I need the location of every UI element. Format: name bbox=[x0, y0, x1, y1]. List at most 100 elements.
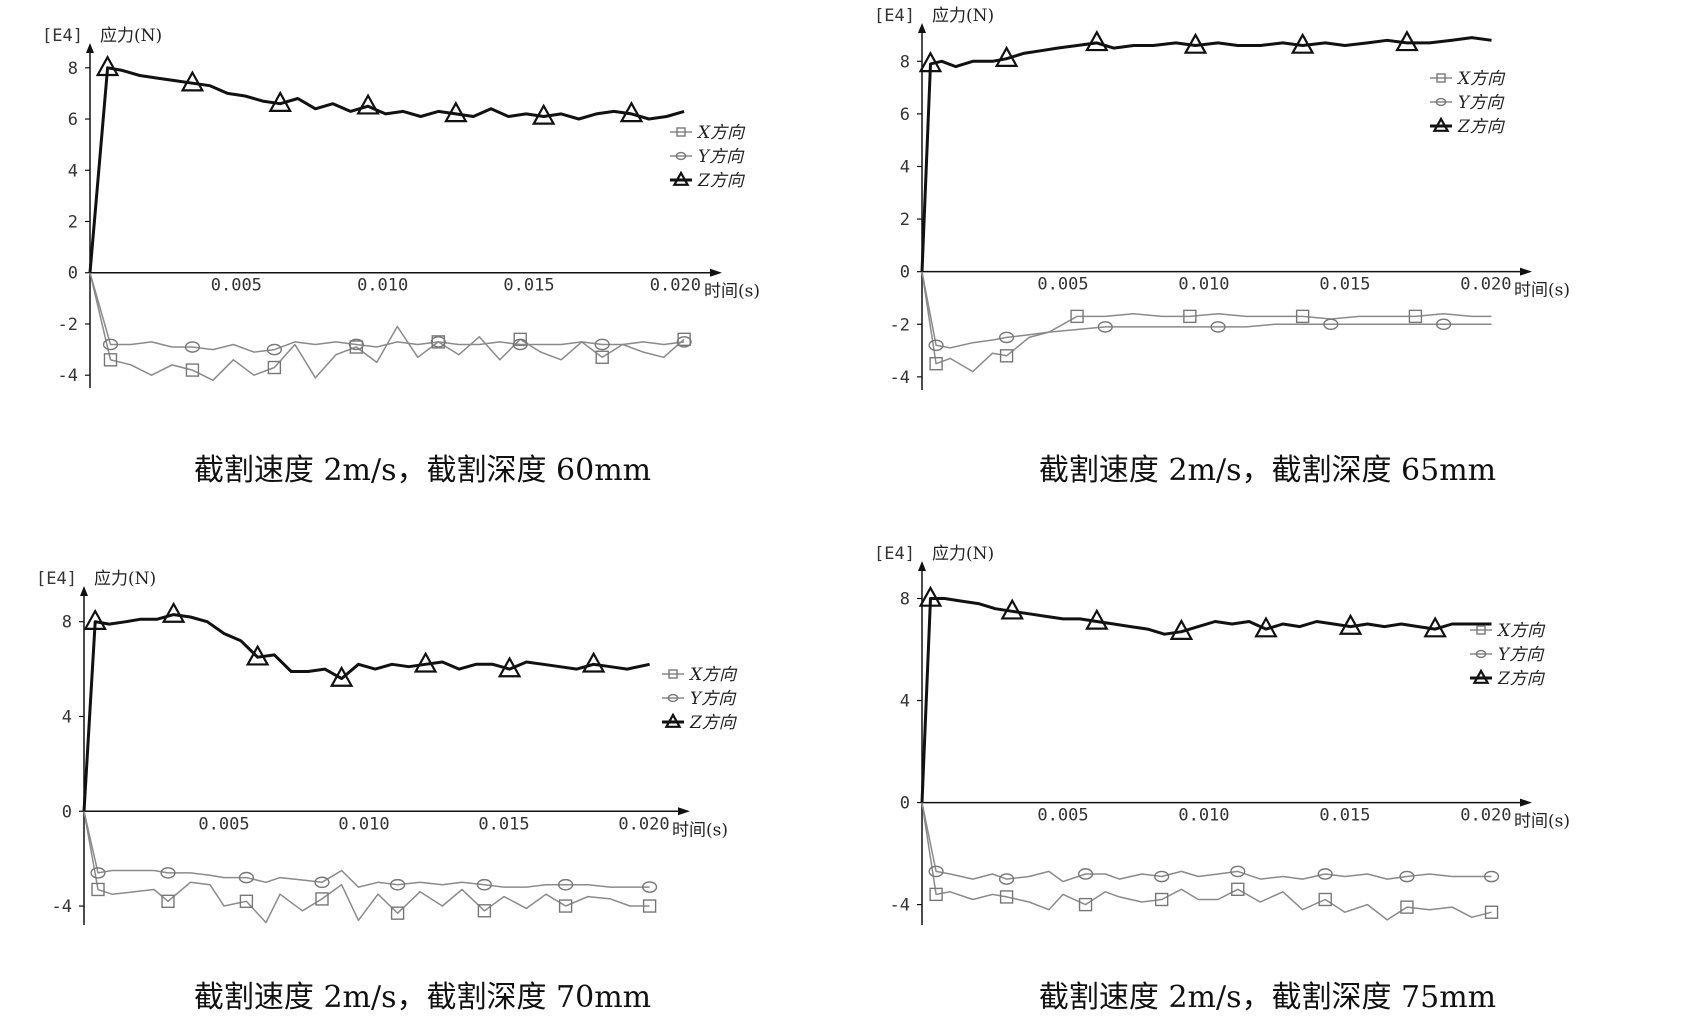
data-point-square bbox=[1154, 892, 1169, 907]
data-point-square bbox=[999, 890, 1014, 904]
legend-marker-circle bbox=[1435, 97, 1447, 107]
data-point-square bbox=[1484, 905, 1499, 919]
x-axis-arrow bbox=[1520, 798, 1532, 807]
legend-marker-circle bbox=[667, 693, 679, 703]
data-point-circle bbox=[557, 878, 574, 891]
series-line-circle bbox=[921, 271, 1492, 349]
x-tick-label: 0.010 bbox=[1178, 806, 1229, 826]
y-tick-label: 0 bbox=[900, 794, 910, 814]
data-point-circle bbox=[1097, 321, 1113, 333]
data-point-square bbox=[999, 349, 1014, 363]
y-tick-label: 0 bbox=[68, 264, 78, 284]
y-tick-label: 0 bbox=[62, 802, 72, 822]
scale-label: [E4] bbox=[874, 544, 915, 564]
data-point-circle bbox=[998, 873, 1015, 885]
panel-caption-3: 截割速度 2m/s，截割深度 70mm bbox=[193, 980, 652, 1015]
y-tick-label: -4 bbox=[890, 368, 910, 388]
x-tick-label: 0.010 bbox=[357, 276, 408, 296]
data-point-square bbox=[267, 360, 282, 375]
y-axis-arrow bbox=[80, 586, 88, 596]
data-point-circle bbox=[90, 867, 106, 879]
data-point-square bbox=[185, 363, 200, 377]
data-point-triangle bbox=[581, 651, 606, 673]
legend-marker-square bbox=[1436, 73, 1446, 83]
data-point-triangle bbox=[1254, 616, 1278, 638]
y-tick-label: 6 bbox=[68, 110, 78, 130]
data-point-square bbox=[558, 899, 573, 913]
y-tick-label: -4 bbox=[58, 366, 78, 386]
legend-label-3: Z方向 bbox=[697, 171, 746, 191]
data-point-circle bbox=[928, 339, 944, 352]
data-point-circle bbox=[1436, 318, 1452, 331]
data-point-square bbox=[1183, 309, 1197, 324]
data-point-square bbox=[315, 892, 329, 906]
data-point-triangle bbox=[994, 45, 1019, 67]
data-point-square bbox=[1318, 892, 1332, 907]
series-line-triangle bbox=[88, 66, 685, 273]
data-point-triangle bbox=[83, 608, 107, 630]
data-point-square bbox=[1078, 897, 1093, 912]
data-point-circle bbox=[102, 338, 119, 351]
data-point-circle bbox=[238, 871, 255, 884]
data-point-triangle bbox=[918, 585, 943, 607]
data-point-triangle bbox=[1183, 32, 1208, 54]
data-point-square bbox=[513, 332, 527, 347]
data-point-circle bbox=[594, 338, 610, 351]
x-tick-label: 0.020 bbox=[650, 276, 701, 296]
y-tick-label: 8 bbox=[900, 52, 910, 72]
y-tick-label: -4 bbox=[890, 896, 910, 916]
data-point-square bbox=[390, 906, 405, 920]
y-tick-label: -2 bbox=[58, 315, 78, 335]
x-axis-label: 时间(s) bbox=[704, 282, 760, 302]
x-axis-label: 时间(s) bbox=[1514, 812, 1570, 832]
legend-label-3: Z方向 bbox=[1457, 117, 1506, 137]
data-point-triangle bbox=[1395, 30, 1419, 52]
x-tick-label: 0.015 bbox=[1319, 275, 1370, 295]
y-tick-label: 8 bbox=[900, 590, 910, 610]
chart-panel-3: [E4] 应力(N) 时间(s) -4 0 4 8 0.005 0.010 0.015 0.020 X… bbox=[36, 569, 738, 925]
data-point-triangle bbox=[268, 90, 293, 112]
panel-caption-2: 截割速度 2m/s，截割深度 65mm bbox=[1038, 453, 1497, 488]
y-axis-label: 应力(N) bbox=[932, 6, 994, 26]
data-point-circle bbox=[314, 876, 330, 889]
y-tick-label: 4 bbox=[68, 161, 78, 181]
panel-caption-4: 截割速度 2m/s，截割深度 75mm bbox=[1038, 980, 1497, 1015]
data-point-triangle bbox=[531, 103, 556, 125]
data-point-square bbox=[595, 350, 609, 364]
data-point-triangle bbox=[1000, 598, 1024, 620]
x-tick-label: 0.005 bbox=[1037, 806, 1088, 826]
y-tick-label: 6 bbox=[900, 105, 910, 125]
data-point-square bbox=[91, 882, 105, 897]
x-tick-label: 0.005 bbox=[1037, 275, 1088, 295]
panel-caption-1: 截割速度 2m/s，截割深度 60mm bbox=[193, 453, 652, 488]
legend-label-2: Y方向 bbox=[698, 147, 745, 167]
legend-marker-triangle bbox=[664, 712, 682, 728]
legend-marker-square bbox=[668, 669, 678, 679]
data-point-triangle bbox=[356, 93, 380, 115]
data-point-circle bbox=[1210, 321, 1226, 333]
legend-label-2: Y方向 bbox=[1498, 645, 1545, 665]
x-tick-label: 0.010 bbox=[338, 814, 389, 834]
data-point-square bbox=[239, 894, 254, 909]
data-point-triangle bbox=[1423, 616, 1447, 638]
legend-label-2: Y方向 bbox=[690, 689, 737, 709]
data-point-square bbox=[477, 904, 492, 918]
data-point-square bbox=[1408, 309, 1423, 324]
series-line-square bbox=[83, 811, 650, 924]
x-tick-label: 0.010 bbox=[1178, 275, 1229, 295]
data-point-square bbox=[929, 887, 943, 902]
data-point-circle bbox=[430, 336, 446, 348]
data-point-square bbox=[1295, 309, 1310, 324]
series-line-square bbox=[921, 271, 1492, 373]
data-point-triangle bbox=[413, 651, 438, 673]
data-point-triangle bbox=[329, 665, 354, 687]
data-point-circle bbox=[266, 343, 282, 356]
x-tick-label: 0.015 bbox=[503, 276, 554, 296]
y-tick-label: -2 bbox=[890, 315, 910, 335]
x-axis-label: 时间(s) bbox=[672, 820, 728, 840]
x-axis-arrow bbox=[710, 268, 722, 277]
legend-label-1: X方向 bbox=[696, 123, 746, 143]
data-point-triangle bbox=[444, 101, 468, 123]
legend-label-2: Y方向 bbox=[1458, 93, 1505, 113]
